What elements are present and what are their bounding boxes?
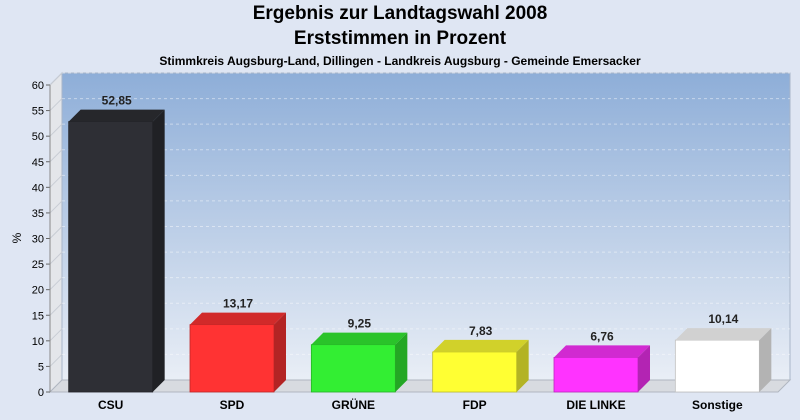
y-tick-label: 35 [32,208,44,220]
bar-side [274,312,286,392]
y-tick-label: 30 [32,234,44,246]
y-tick-label: 10 [32,336,44,348]
x-tick-label: Sonstige [692,398,743,412]
bar-front [310,344,396,393]
gridline-side [49,354,63,367]
data-label: 52,85 [102,94,132,108]
chart-subtitle: Erststimmen in Prozent [293,28,507,49]
y-tick-label: 5 [38,361,44,373]
x-tick-label: CSU [98,398,123,412]
bar-front [432,351,518,393]
bar-top [675,328,772,341]
bar-sonstige [674,328,772,393]
bar-top [68,109,165,122]
y-tick-label: 20 [32,285,44,297]
bar-side [759,328,772,392]
x-tick-label: SPD [220,398,245,412]
gridline-side [49,149,63,163]
y-axis-label: % [10,232,24,243]
x-tick-label: FDP [463,398,487,412]
gridline-side [49,200,63,214]
data-label: 9,25 [348,317,372,331]
bar-top [190,312,286,325]
x-tick-label: GRÜNE [332,397,375,412]
bar-front [68,121,154,393]
gridline-side [49,277,63,291]
y-tick-label: 25 [32,259,44,271]
gridline-side [49,226,63,239]
data-label: 13,17 [223,297,253,311]
data-label: 10,14 [708,312,738,326]
back-wall [61,72,791,381]
bar-top [311,332,408,345]
gridline-side [49,174,63,188]
bar-top [432,339,529,352]
gridline-side [49,251,63,265]
bar-side [638,345,650,392]
bar-front [674,339,760,393]
bar-side [516,339,529,392]
bar-front [553,357,639,393]
bar-side [152,109,165,392]
y-tick-label: 50 [32,131,44,143]
y-tick-label: 0 [38,387,44,399]
y-tick-label: 55 [32,106,44,118]
gridline-side [49,98,63,111]
chart-caption: Stimmkreis Augsburg-Land, Dillingen - La… [159,54,641,68]
gridline-side [49,328,63,342]
bar-spd [189,312,286,393]
y-tick-label: 60 [32,80,44,92]
chart-title: Ergebnis zur Landtagswahl 2008 [252,3,548,24]
y-tick-label: 15 [32,310,44,322]
gridline-side [49,302,63,316]
bar-csu [68,109,165,393]
bar-front [189,324,275,393]
data-label: 6,76 [590,329,614,343]
x-tick-label: DIE LINKE [566,398,625,412]
bar-grüne [310,332,408,393]
gridline-side [49,123,63,137]
bar-side [395,332,408,392]
bar-top [554,345,650,358]
bar-die-linke [553,345,650,393]
data-label: 7,83 [469,324,493,338]
y-tick-label: 45 [32,157,44,169]
bar-fdp [432,339,529,393]
y-tick-label: 40 [32,182,44,194]
gridline-side [49,72,63,86]
